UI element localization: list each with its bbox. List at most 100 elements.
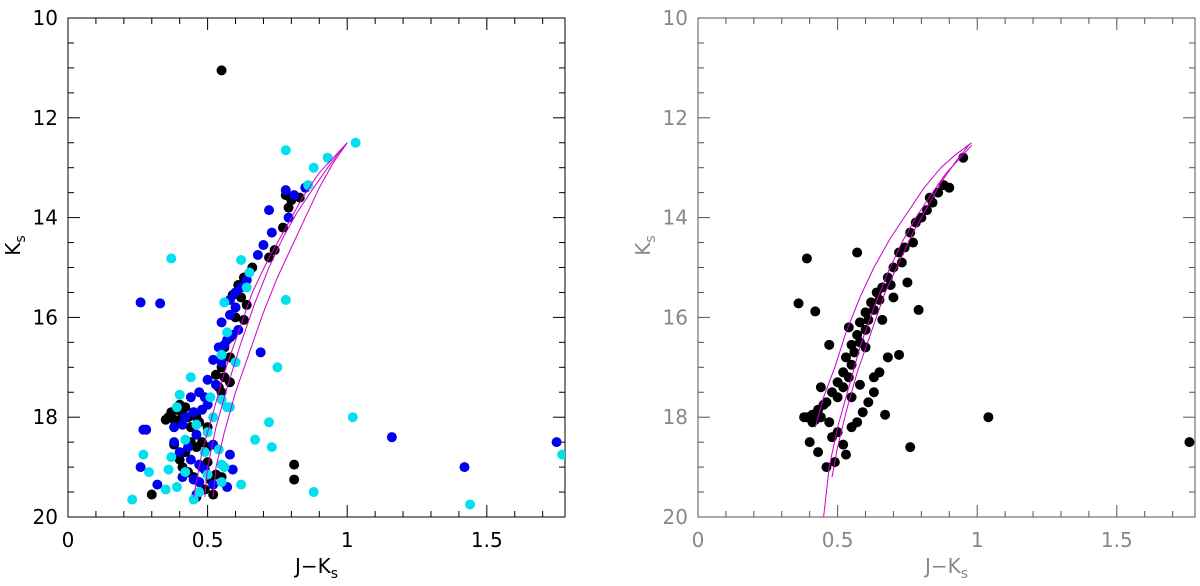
y-tick-label: 20 bbox=[663, 505, 688, 529]
data-point bbox=[885, 279, 896, 290]
data-point bbox=[255, 347, 266, 358]
data-point bbox=[194, 487, 205, 498]
x-tick-label: 1.5 bbox=[471, 528, 503, 552]
data-point bbox=[350, 137, 361, 148]
data-point bbox=[557, 449, 565, 460]
data-point bbox=[465, 499, 476, 510]
y-tick-label: 12 bbox=[33, 106, 58, 130]
data-point bbox=[882, 352, 893, 363]
data-point bbox=[166, 452, 177, 463]
data-point bbox=[280, 145, 291, 156]
data-point bbox=[160, 484, 171, 495]
data-point bbox=[224, 309, 235, 320]
data-point bbox=[815, 382, 826, 393]
data-point bbox=[230, 287, 241, 298]
data-point bbox=[832, 392, 843, 403]
data-point bbox=[896, 257, 907, 268]
plot-area bbox=[127, 65, 565, 510]
x-axis-label: J−Ks bbox=[923, 554, 968, 582]
data-point bbox=[224, 449, 235, 460]
data-point bbox=[210, 369, 221, 380]
data-point bbox=[208, 354, 219, 365]
y-tick-label: 18 bbox=[663, 405, 688, 429]
data-point bbox=[224, 377, 235, 388]
data-point bbox=[894, 349, 905, 360]
data-point bbox=[163, 464, 174, 475]
y-tick-label: 20 bbox=[33, 505, 58, 529]
data-point bbox=[852, 247, 863, 258]
data-point bbox=[135, 297, 146, 308]
data-point bbox=[905, 227, 916, 238]
data-point bbox=[185, 454, 196, 465]
y-axis-label-main: K bbox=[1, 242, 25, 256]
data-point bbox=[813, 447, 824, 458]
y-tick-label: 14 bbox=[33, 206, 58, 230]
data-point bbox=[171, 402, 182, 413]
isochrone-curve bbox=[193, 142, 348, 498]
data-point bbox=[202, 469, 213, 480]
data-point bbox=[222, 327, 233, 338]
data-point bbox=[185, 372, 196, 383]
data-point bbox=[219, 297, 230, 308]
data-point bbox=[289, 459, 300, 470]
data-point bbox=[216, 317, 227, 328]
data-point bbox=[169, 437, 180, 448]
data-point bbox=[852, 417, 863, 428]
data-point bbox=[216, 349, 227, 360]
y-axis-label: Ks bbox=[631, 235, 659, 255]
data-point bbox=[230, 302, 241, 313]
data-point bbox=[799, 412, 810, 423]
data-point bbox=[804, 437, 815, 448]
data-point bbox=[202, 374, 213, 385]
y-tick-label: 14 bbox=[663, 206, 688, 230]
data-point bbox=[127, 494, 138, 505]
data-point bbox=[838, 382, 849, 393]
data-point bbox=[236, 479, 247, 490]
data-point bbox=[843, 322, 854, 333]
data-point bbox=[905, 442, 916, 453]
data-point bbox=[174, 389, 185, 400]
y-tick-label: 10 bbox=[33, 6, 58, 30]
data-point bbox=[191, 429, 202, 440]
data-point bbox=[169, 422, 180, 433]
data-point bbox=[283, 212, 294, 223]
data-point bbox=[180, 434, 191, 445]
data-point bbox=[258, 240, 269, 251]
data-point bbox=[152, 479, 163, 490]
data-point bbox=[210, 379, 221, 390]
data-point bbox=[551, 437, 562, 448]
data-point bbox=[205, 392, 216, 403]
data-point bbox=[868, 372, 879, 383]
data-point bbox=[191, 419, 202, 430]
data-point bbox=[264, 205, 275, 216]
data-point bbox=[216, 357, 227, 368]
data-point bbox=[155, 298, 166, 309]
data-point bbox=[840, 352, 851, 363]
data-point bbox=[266, 442, 277, 453]
data-point bbox=[252, 250, 263, 261]
data-point bbox=[244, 267, 255, 278]
data-point bbox=[250, 434, 261, 445]
data-point bbox=[857, 407, 868, 418]
data-point bbox=[230, 357, 241, 368]
data-point bbox=[188, 494, 199, 505]
data-point bbox=[174, 447, 185, 458]
data-point bbox=[177, 419, 188, 430]
y-tick-label: 12 bbox=[663, 106, 688, 130]
data-point bbox=[138, 424, 149, 435]
data-point bbox=[264, 417, 275, 428]
x-tick-label: 0.5 bbox=[192, 528, 224, 552]
plot-area bbox=[793, 142, 1195, 517]
data-point bbox=[138, 449, 149, 460]
data-point bbox=[236, 255, 247, 266]
data-point bbox=[810, 306, 821, 317]
y-axis-label: Ks bbox=[1, 235, 29, 255]
isochrone-curve bbox=[823, 144, 972, 517]
data-point bbox=[880, 409, 891, 420]
data-point bbox=[868, 304, 879, 315]
plot-frame bbox=[67, 17, 566, 518]
isochrone-curve bbox=[831, 144, 970, 478]
y-axis-label-subscript: s bbox=[643, 235, 659, 242]
